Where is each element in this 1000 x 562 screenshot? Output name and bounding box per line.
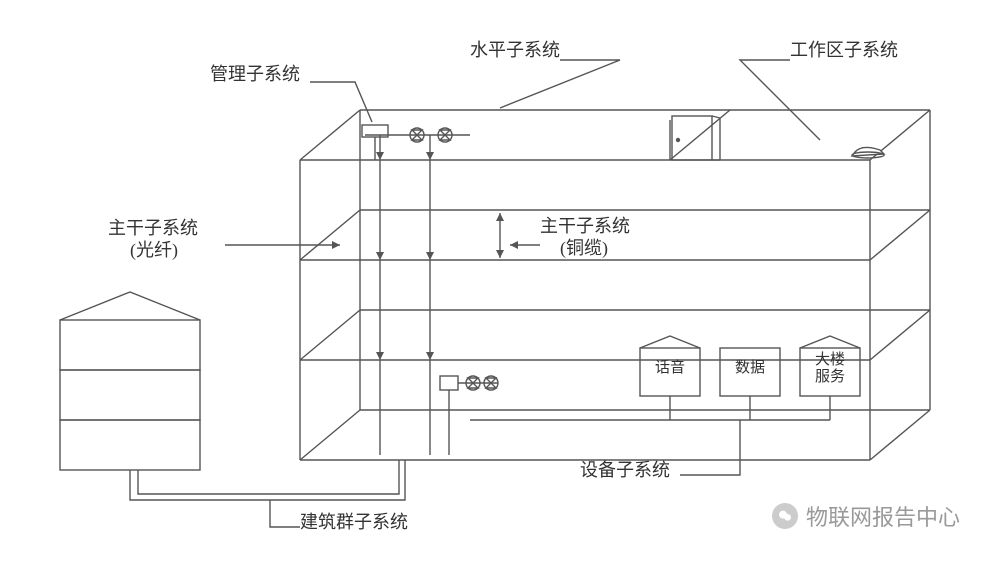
box-label-data: 数据: [728, 360, 772, 377]
watermark: 物联网报告中心: [772, 500, 960, 532]
label-management-subsystem: 管理子系统: [210, 64, 300, 86]
label-backbone-copper-1: 主干子系统: [540, 216, 630, 238]
label-campus-subsystem: 建筑群子系统: [300, 512, 408, 534]
box-label-service: 大楼 服务: [808, 352, 852, 385]
label-backbone-copper-2: (铜缆): [560, 238, 608, 260]
label-workarea-subsystem: 工作区子系统: [790, 40, 898, 62]
box-label-service-line1: 大楼: [815, 352, 845, 368]
label-backbone-fiber-1: 主干子系统: [108, 218, 198, 240]
label-backbone-fiber-2: (光纤): [130, 240, 178, 262]
wechat-icon: [772, 503, 798, 529]
cabling-diagram: [0, 0, 1000, 562]
watermark-text: 物联网报告中心: [806, 500, 960, 532]
box-label-voice: 话音: [648, 360, 692, 377]
label-equipment-subsystem: 设备子系统: [580, 460, 670, 482]
label-horizontal-subsystem: 水平子系统: [470, 40, 560, 62]
box-label-service-line2: 服务: [815, 369, 845, 385]
